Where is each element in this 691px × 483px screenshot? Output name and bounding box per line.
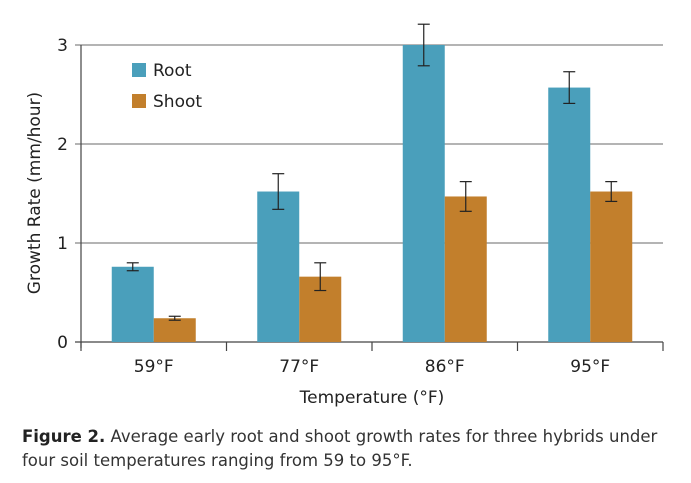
legend-label: Shoot xyxy=(153,92,202,112)
y-tick-label: 0 xyxy=(57,333,68,353)
bar-shoot xyxy=(590,191,633,342)
figure-caption: Figure 2. Average early root and shoot g… xyxy=(22,425,682,473)
bar-root xyxy=(257,191,300,342)
legend-swatch-root xyxy=(132,63,146,77)
y-tick-label: 2 xyxy=(57,135,68,155)
x-tick-label: 59°F xyxy=(134,357,174,377)
y-axis-title: Growth Rate (mm/hour) xyxy=(25,92,45,294)
x-tick-label: 77°F xyxy=(279,357,319,377)
caption-label: Figure 2. xyxy=(22,427,106,446)
legend-swatch-shoot xyxy=(132,94,146,108)
y-tick-label: 3 xyxy=(57,36,68,56)
legend-label: Root xyxy=(153,61,192,81)
bar-root xyxy=(111,266,154,342)
bar-root xyxy=(402,45,445,342)
y-tick-label: 1 xyxy=(57,234,68,254)
caption-text: Average early root and shoot growth rate… xyxy=(22,427,658,470)
x-tick-label: 86°F xyxy=(425,357,465,377)
x-axis-title: Temperature (°F) xyxy=(299,388,445,408)
bar-chart: 0 1 2 3 59°F 77°F 86°F 95°F Root Shoot Temperature… xyxy=(25,23,664,408)
bar-shoot xyxy=(153,318,196,342)
bar-shoot xyxy=(444,196,487,342)
x-tick-label: 95°F xyxy=(570,357,610,377)
bar-root xyxy=(548,87,591,342)
